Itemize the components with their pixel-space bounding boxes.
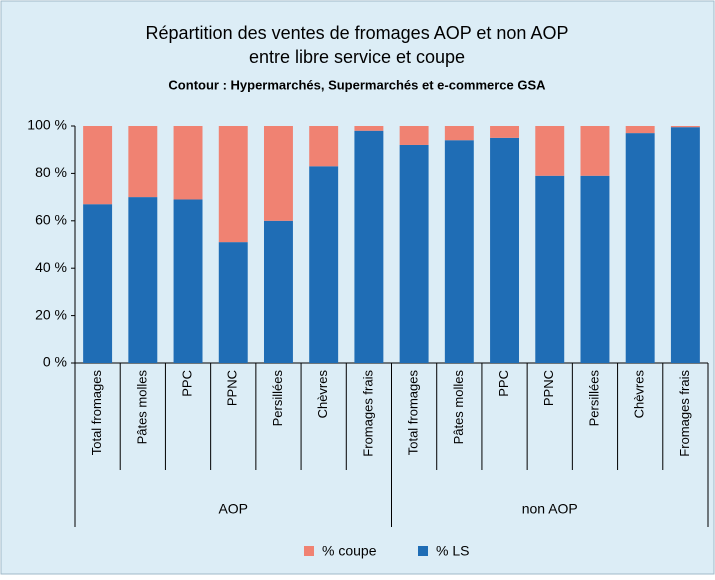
bar-segment — [263, 220, 293, 363]
group-label: non AOP — [522, 501, 578, 517]
bar-segment — [625, 126, 655, 134]
chart-subtitle: Contour : Hypermarchés, Supermarchés et … — [168, 77, 546, 92]
y-tick-label: 40 % — [35, 259, 67, 275]
y-tick-label: 80 % — [35, 164, 67, 180]
bar-segment — [535, 126, 565, 176]
bar-segment — [535, 175, 565, 363]
bar-segment — [218, 126, 248, 243]
bar-segment — [399, 126, 429, 145]
x-tick-label: Persillées — [270, 370, 285, 427]
bar-segment — [490, 137, 520, 363]
legend-label: % coupe — [322, 543, 377, 559]
x-tick-label: Chèvres — [315, 370, 330, 419]
bar-segment — [580, 126, 610, 176]
bar-segment — [309, 166, 339, 363]
x-tick-label: Fromages frais — [677, 370, 692, 457]
legend-swatch — [418, 546, 428, 556]
bar-segment — [83, 126, 113, 205]
x-tick-label: PPC — [179, 370, 194, 397]
chart-title: entre libre service et coupe — [249, 47, 465, 67]
x-tick-label: Persillées — [586, 370, 601, 427]
bar-segment — [399, 144, 429, 363]
legend-swatch — [304, 546, 314, 556]
bar-segment — [354, 126, 384, 131]
bar-segment — [128, 197, 158, 363]
x-tick-label: Total fromages — [89, 370, 104, 456]
x-tick-label: PPNC — [225, 370, 240, 406]
y-tick-label: 60 % — [35, 212, 67, 228]
x-tick-label: Chèvres — [632, 370, 647, 419]
chart-title: Répartition des ventes de fromages AOP e… — [146, 23, 569, 43]
bar-segment — [309, 126, 339, 167]
x-tick-label: PPC — [496, 370, 511, 397]
bar-segment — [670, 127, 700, 363]
bar-segment — [128, 126, 158, 198]
x-tick-label: Pâtes molles — [451, 370, 466, 445]
y-tick-label: 20 % — [35, 306, 67, 322]
bar-segment — [83, 204, 113, 363]
bar-segment — [670, 126, 700, 128]
bar-segment — [490, 126, 520, 138]
x-tick-label: Pâtes molles — [134, 370, 149, 445]
y-tick-label: 0 % — [43, 354, 67, 370]
bar-segment — [625, 133, 655, 363]
group-label: AOP — [218, 501, 248, 517]
bar-segment — [444, 140, 474, 363]
bar-segment — [173, 126, 203, 200]
bar-segment — [354, 130, 384, 363]
x-tick-label: PPNC — [541, 370, 556, 406]
bar-segment — [173, 199, 203, 363]
bar-segment — [218, 242, 248, 363]
x-tick-label: Fromages frais — [360, 370, 375, 457]
bar-segment — [263, 126, 293, 221]
bar-segment — [444, 126, 474, 141]
y-tick-label: 100 % — [27, 117, 67, 133]
bar-segment — [580, 175, 610, 363]
legend-label: % LS — [436, 543, 469, 559]
x-tick-label: Total fromages — [406, 370, 421, 456]
